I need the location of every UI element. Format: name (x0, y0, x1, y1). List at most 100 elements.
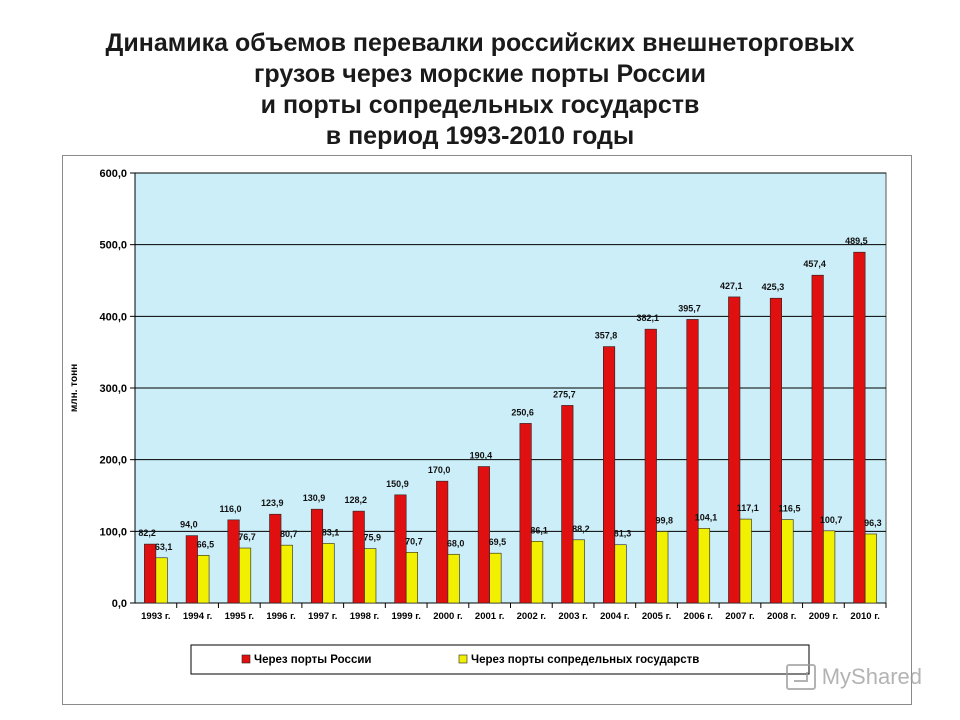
bar-russia-ports (728, 296, 741, 604)
bar-neighbor-ports (781, 519, 794, 604)
bar-russia-ports (269, 513, 282, 604)
legend-label-russia: Через порты России (254, 654, 372, 666)
y-tick-label: 400,0 (99, 311, 127, 323)
data-label-neighbor: 76,7 (238, 532, 256, 542)
y-tick-label: 500,0 (99, 240, 127, 252)
data-label-russia: 94,0 (180, 520, 198, 530)
presentation-icon (785, 664, 816, 690)
data-label-neighbor: 100,7 (820, 515, 843, 525)
data-label-russia: 425,3 (762, 282, 785, 292)
data-label-russia: 395,7 (678, 303, 701, 313)
data-label-russia: 130,9 (303, 493, 326, 503)
bar-russia-ports (394, 494, 407, 604)
x-tick-label: 1993 г. (141, 611, 170, 622)
x-tick-label: 2002 г. (517, 611, 546, 622)
bar-neighbor-ports (572, 539, 585, 604)
bar-neighbor-ports (405, 552, 418, 604)
data-label-neighbor: 86,1 (530, 525, 548, 535)
data-label-neighbor: 104,1 (695, 512, 718, 522)
bar-russia-ports (603, 346, 616, 604)
data-label-russia: 170,0 (428, 465, 451, 475)
data-label-russia: 250,6 (511, 407, 534, 417)
data-label-neighbor: 96,3 (864, 518, 882, 528)
bar-neighbor-ports (614, 544, 627, 604)
bar-neighbor-ports (739, 518, 752, 604)
bar-russia-ports (477, 466, 490, 604)
x-tick-label: 2004 г. (600, 611, 629, 622)
x-tick-label: 2005 г. (642, 611, 671, 622)
x-tick-label: 1994 г. (183, 611, 212, 622)
bar-neighbor-ports (823, 530, 836, 604)
legend-label-neighbor: Через порты сопредельных государств (471, 654, 699, 666)
x-tick-label: 1999 г. (391, 611, 420, 622)
x-tick-label: 2007 г. (725, 611, 754, 622)
watermark: MyShared (785, 664, 922, 690)
data-label-neighbor: 75,9 (363, 533, 381, 543)
title-line-3: и порты сопредельных государств (260, 91, 700, 119)
data-label-russia: 357,8 (595, 331, 618, 341)
bar-russia-ports (769, 297, 782, 604)
data-label-russia: 82,2 (138, 528, 156, 538)
x-tick-label: 2000 г. (433, 611, 462, 622)
x-tick-label: 1998 г. (350, 611, 379, 622)
watermark-text: MyShared (821, 664, 922, 689)
x-tick-label: 1996 г. (266, 611, 295, 622)
bar-neighbor-ports (864, 533, 877, 604)
bar-russia-ports (686, 319, 699, 604)
bar-neighbor-ports (447, 553, 460, 604)
y-tick-label: 100,0 (99, 526, 127, 538)
data-label-neighbor: 66,5 (197, 539, 215, 549)
x-tick-label: 2003 г. (558, 611, 587, 622)
legend-swatch-russia (241, 654, 251, 664)
y-tick-label: 200,0 (99, 455, 127, 467)
x-tick-label: 1997 г. (308, 611, 337, 622)
bar-neighbor-ports (322, 543, 335, 604)
data-label-neighbor: 88,2 (572, 524, 590, 534)
y-tick-label: 300,0 (99, 383, 127, 395)
bar-neighbor-ports (531, 540, 544, 604)
bar-russia-ports (310, 508, 324, 604)
x-tick-label: 2008 г. (767, 611, 796, 622)
bar-neighbor-ports (197, 555, 210, 604)
data-label-neighbor: 81,3 (614, 529, 632, 539)
data-label-neighbor: 117,1 (737, 503, 759, 513)
chart-title: Динамика объемов перевалки российских вн… (0, 28, 960, 152)
x-tick-label: 2010 г. (850, 611, 879, 622)
bar-russia-ports (519, 423, 532, 604)
data-label-neighbor: 116,5 (778, 504, 800, 514)
x-tick-label: 1995 г. (225, 611, 254, 622)
data-label-russia: 489,5 (845, 236, 868, 246)
title-line-4: в период 1993-2010 годы (325, 122, 635, 150)
data-label-russia: 123,9 (261, 498, 284, 508)
data-label-russia: 190,4 (470, 451, 493, 461)
title-line-2: грузов через морские порты России (253, 60, 706, 88)
data-label-neighbor: 68,0 (447, 538, 465, 548)
y-axis-label: млн. тонн (69, 364, 80, 412)
bar-russia-ports (811, 274, 824, 604)
data-label-russia: 275,7 (553, 389, 576, 399)
data-label-russia: 128,2 (344, 495, 367, 505)
data-label-russia: 382,1 (637, 313, 660, 323)
bar-neighbor-ports (489, 552, 502, 604)
data-label-neighbor: 69,5 (489, 537, 507, 547)
data-label-neighbor: 99,8 (656, 515, 674, 525)
y-tick-label: 0,0 (112, 598, 127, 610)
bar-russia-ports (853, 251, 866, 604)
chart-frame: 0,0 100,0 200,0 300,0 400,0 500,0 600,0 млн. то… (62, 155, 912, 705)
bar-neighbor-ports (364, 548, 377, 604)
y-tick-label: 600,0 (99, 168, 127, 180)
data-label-neighbor: 83,1 (322, 527, 340, 537)
data-label-neighbor: 80,7 (280, 529, 298, 539)
bar-neighbor-ports (656, 531, 669, 604)
title-line-1: Динамика объемов перевалки российских вн… (105, 29, 855, 57)
data-label-neighbor: 63,1 (155, 542, 173, 552)
bar-neighbor-ports (239, 547, 252, 604)
bar-russia-ports (561, 405, 574, 604)
bar-chart: 0,0 100,0 200,0 300,0 400,0 500,0 600,0 млн. то… (69, 168, 887, 675)
bar-neighbor-ports (280, 544, 293, 604)
bar-russia-ports (144, 543, 157, 604)
x-tick-label: 2001 г. (475, 611, 504, 622)
bar-russia-ports (644, 328, 657, 604)
data-label-neighbor: 70,7 (405, 536, 423, 546)
legend (190, 644, 810, 675)
